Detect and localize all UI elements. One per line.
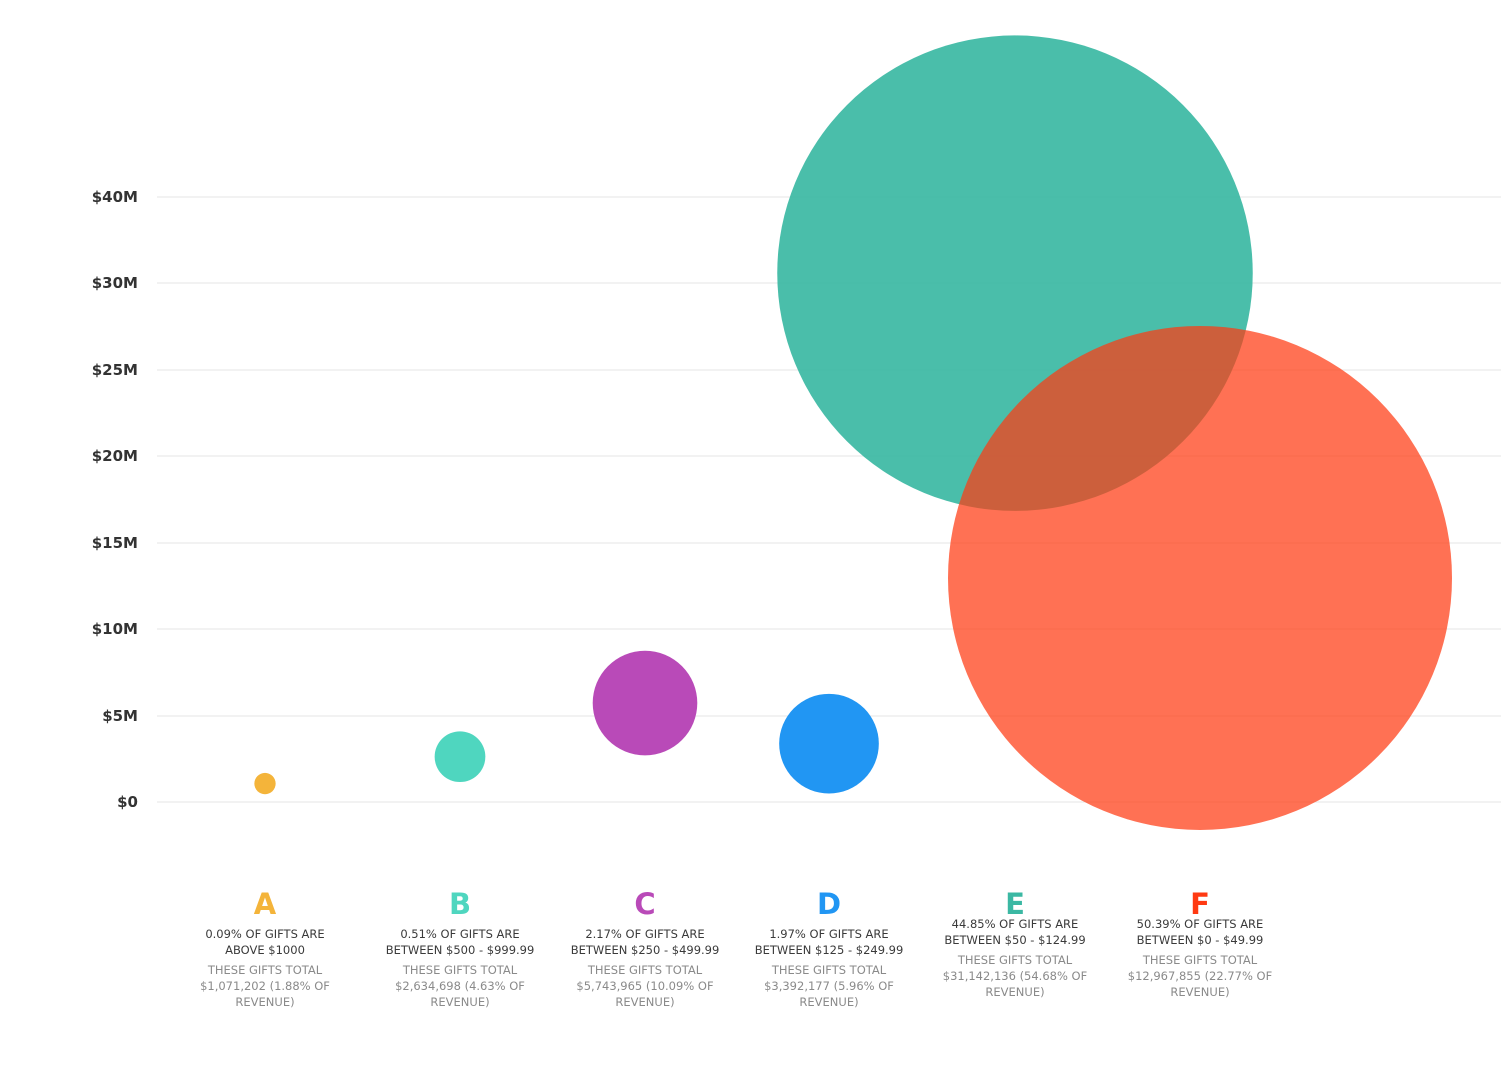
category-e: E 44.85% OF GIFTS ARE BETWEEN $50 - $124.9… bbox=[930, 887, 1100, 1000]
description-line: 50.39% OF GIFTS ARE bbox=[1136, 917, 1264, 931]
description-line: BETWEEN $250 - $499.99 bbox=[570, 943, 720, 957]
description-line: 0.51% OF GIFTS ARE bbox=[400, 927, 520, 941]
total-line: $31,142,136 (54.68% OF bbox=[942, 969, 1088, 983]
total-line: THESE GIFTS TOTAL bbox=[1142, 953, 1258, 967]
total-line: $12,967,855 (22.77% OF bbox=[1127, 969, 1273, 983]
category-description: 44.85% OF GIFTS ARE BETWEEN $50 - $124.99 bbox=[930, 916, 1100, 948]
y-tick-label: $5M bbox=[102, 707, 138, 725]
total-line: REVENUE) bbox=[615, 995, 675, 1009]
y-tick-label: $40M bbox=[92, 188, 138, 206]
category-letter: F bbox=[1190, 887, 1210, 921]
bubble-a bbox=[254, 772, 276, 795]
total-line: $2,634,698 (4.63% OF bbox=[395, 979, 525, 993]
category-f: F 50.39% OF GIFTS ARE BETWEEN $0 - $49.99 T… bbox=[1115, 887, 1285, 1000]
description-line: BETWEEN $125 - $249.99 bbox=[754, 943, 904, 957]
total-line: REVENUE) bbox=[235, 995, 295, 1009]
category-letter: D bbox=[816, 887, 842, 921]
category-total: THESE GIFTS TOTAL $3,392,177 (5.96% OF REV… bbox=[744, 962, 914, 1010]
total-line: REVENUE) bbox=[985, 985, 1045, 999]
category-letter: A bbox=[253, 887, 277, 921]
category-description: 2.17% OF GIFTS ARE BETWEEN $250 - $499.99 bbox=[560, 926, 730, 958]
total-line: REVENUE) bbox=[430, 995, 490, 1009]
total-line: $1,071,202 (1.88% OF bbox=[200, 979, 330, 993]
bubbles bbox=[254, 35, 1452, 830]
total-line: REVENUE) bbox=[1170, 985, 1230, 999]
category-total: THESE GIFTS TOTAL $31,142,136 (54.68% OF R… bbox=[930, 952, 1100, 1000]
category-c: C 2.17% OF GIFTS ARE BETWEEN $250 - $499.9… bbox=[560, 887, 730, 1010]
category-letter: C bbox=[634, 887, 656, 921]
description-line: ABOVE $1000 bbox=[225, 943, 305, 957]
category-total: THESE GIFTS TOTAL $1,071,202 (1.88% OF REV… bbox=[180, 962, 350, 1010]
y-tick-label: $10M bbox=[92, 620, 138, 638]
total-line: $3,392,177 (5.96% OF bbox=[764, 979, 894, 993]
total-line: REVENUE) bbox=[799, 995, 859, 1009]
category-total: THESE GIFTS TOTAL $12,967,855 (22.77% OF R… bbox=[1115, 952, 1285, 1000]
category-description: 0.09% OF GIFTS ARE ABOVE $1000 bbox=[180, 926, 350, 958]
description-line: BETWEEN $500 - $999.99 bbox=[385, 943, 535, 957]
y-tick-label: $20M bbox=[92, 447, 138, 465]
y-tick-label: $30M bbox=[92, 274, 138, 292]
description-line: 44.85% OF GIFTS ARE bbox=[951, 917, 1079, 931]
description-line: 2.17% OF GIFTS ARE bbox=[585, 927, 705, 941]
bubble-c bbox=[592, 650, 698, 756]
y-tick-label: $0 bbox=[117, 793, 138, 811]
description-line: BETWEEN $0 - $49.99 bbox=[1136, 933, 1264, 947]
total-line: THESE GIFTS TOTAL bbox=[402, 963, 518, 977]
y-tick-label: $25M bbox=[92, 361, 138, 379]
bubble-f bbox=[948, 325, 1452, 830]
description-line: 1.97% OF GIFTS ARE bbox=[769, 927, 889, 941]
total-line: THESE GIFTS TOTAL bbox=[207, 963, 323, 977]
category-d: D 1.97% OF GIFTS ARE BETWEEN $125 - $249.9… bbox=[744, 887, 914, 1010]
category-description: 1.97% OF GIFTS ARE BETWEEN $125 - $249.99 bbox=[744, 926, 914, 958]
category-description: 0.51% OF GIFTS ARE BETWEEN $500 - $999.99 bbox=[375, 926, 545, 958]
y-tick-label: $15M bbox=[92, 534, 138, 552]
category-total: THESE GIFTS TOTAL $2,634,698 (4.63% OF REV… bbox=[375, 962, 545, 1010]
category-description: 50.39% OF GIFTS ARE BETWEEN $0 - $49.99 bbox=[1115, 916, 1285, 948]
category-total: THESE GIFTS TOTAL $5,743,965 (10.09% OF RE… bbox=[560, 962, 730, 1010]
bubble-d bbox=[779, 693, 879, 794]
bubble-b bbox=[434, 731, 486, 783]
total-line: $5,743,965 (10.09% OF bbox=[576, 979, 714, 993]
category-letter: E bbox=[1005, 887, 1025, 921]
description-line: BETWEEN $50 - $124.99 bbox=[944, 933, 1086, 947]
description-line: 0.09% OF GIFTS ARE bbox=[205, 927, 325, 941]
category-letter: B bbox=[448, 887, 472, 921]
category-a: A 0.09% OF GIFTS ARE ABOVE $1000 THESE GIFT… bbox=[180, 887, 350, 1010]
y-axis: $0 $5M $10M $15M $20M $25M $30M $40M bbox=[92, 188, 138, 811]
total-line: THESE GIFTS TOTAL bbox=[587, 963, 703, 977]
total-line: THESE GIFTS TOTAL bbox=[957, 953, 1073, 967]
total-line: THESE GIFTS TOTAL bbox=[771, 963, 887, 977]
category-b: B 0.51% OF GIFTS ARE BETWEEN $500 - $999.9… bbox=[375, 887, 545, 1010]
